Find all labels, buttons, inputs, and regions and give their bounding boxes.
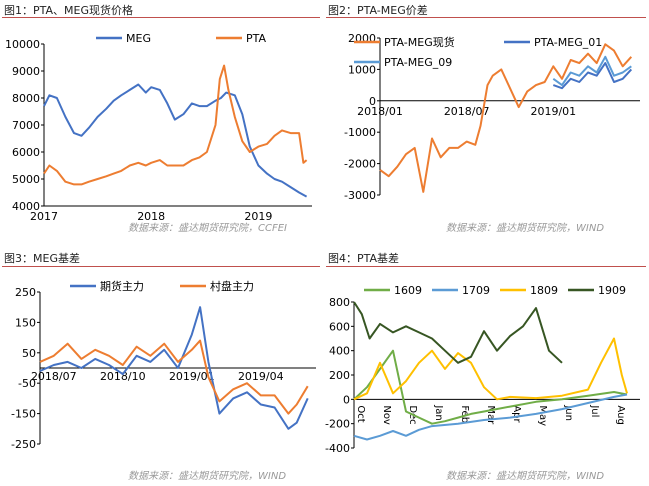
x-tick-label: 2018 [137,210,165,223]
y-tick-label: 0 [369,95,376,108]
x-tick-label: Nov [381,405,392,425]
legend-label-3: 1909 [598,284,626,297]
legend-label-0: 1609 [394,284,422,297]
panel4-source: 数据来源：盛达期货研究院，WIND [446,471,605,482]
series-line-1 [353,393,628,441]
y-tick-label: 800 [329,296,350,309]
y-tick-label: 600 [329,320,350,333]
x-tick-label: 2017 [30,210,58,223]
series-line-1 [39,339,309,415]
y-tick-label: -250 [11,438,36,451]
y-tick-label: -2000 [344,158,376,171]
panel1-title: 图1：PTA、MEG现货价格 [4,4,133,17]
y-tick-label: -3000 [344,189,376,202]
x-tick-label: Feb [459,405,470,423]
y-tick-label: 200 [329,369,350,382]
legend-label-2: 1809 [530,284,558,297]
x-tick-label: 2019/01 [530,105,576,118]
panel2-title: 图2：PTA-MEG价差 [328,4,428,17]
x-tick-label: Jun [563,404,574,421]
panel1-source: 数据来源：盛达期货研究院，CCFEI [128,223,287,234]
y-tick-label: 150 [15,316,36,329]
y-tick-label: 400 [329,345,350,358]
x-tick-label: Mar [485,405,496,425]
x-tick-label: Apr [511,405,522,423]
y-tick-label: -1000 [344,126,376,139]
panel3-title: 图3：MEG基差 [4,252,80,265]
x-tick-label: 2018/07 [444,105,490,118]
x-tick-label: Aug [615,405,626,425]
x-tick-label: May [537,405,548,426]
legend-label-1: PTA [246,32,266,45]
legend-label-0: PTA-MEG现货 [384,35,455,49]
x-tick-label: 2019/01 [169,370,215,383]
y-tick-label: 50 [22,347,36,360]
y-tick-label: 5000 [12,173,40,186]
legend-label-1: 1709 [462,284,490,297]
series-line-0 [43,83,308,198]
y-tick-label: 10000 [5,38,40,51]
x-tick-label: 2018/10 [100,370,146,383]
panel3-source: 数据来源：盛达期货研究院，WIND [128,471,287,482]
y-tick-label: 1000 [348,63,376,76]
x-tick-label: Oct [355,405,366,422]
y-tick-label: -200 [325,418,350,431]
y-tick-label: 0 [343,393,350,406]
legend-label-0: MEG [126,32,151,45]
y-tick-label: -50 [18,377,36,390]
legend-label-1: 村盘主力 [210,279,254,293]
x-tick-label: 2019/04 [238,370,284,383]
x-tick-label: Jul [589,404,600,417]
panel2-rule [326,17,646,18]
x-tick-label: Jan [433,404,444,420]
chart-meg-basis: -250 -150 -50 50 150 250 2018/07 2018/10 2019/01… [11,279,316,451]
series-line-1 [552,62,633,90]
series-line-0 [39,306,309,430]
panel1-rule [2,17,320,18]
y-tick-label: 250 [15,286,36,299]
y-tick-label: 9000 [12,65,40,78]
legend-label-2: PTA-MEG_09 [384,56,452,69]
x-tick-label: 2018/01 [357,105,403,118]
series-line-1 [43,64,308,186]
y-tick-label: 4000 [12,200,40,213]
panel4-title: 图4：PTA基差 [328,252,400,265]
panel3-rule [2,266,320,267]
panel4-rule [326,266,646,267]
legend-label-0: 期货主力 [100,279,144,293]
chart-meg-pta-price: 4000 5000 6000 7000 8000 9000 10000 2017 2018 201… [5,32,312,223]
x-tick-label: 2019 [244,210,272,223]
series-line-0 [379,43,633,193]
y-tick-label: -150 [11,408,36,421]
y-tick-label: 6000 [12,146,40,159]
y-tick-label: 7000 [12,119,40,132]
series-line-2 [552,55,632,87]
series-line-2 [353,337,628,401]
panel2-source: 数据来源：盛达期货研究院，WIND [446,223,605,234]
x-tick-label: 2018/07 [31,370,77,383]
series-line-0 [353,349,628,425]
series-line-3 [353,301,563,364]
y-tick-label: -400 [325,442,350,455]
legend-label-1: PTA-MEG_01 [534,36,602,49]
y-tick-label: 8000 [12,92,40,105]
